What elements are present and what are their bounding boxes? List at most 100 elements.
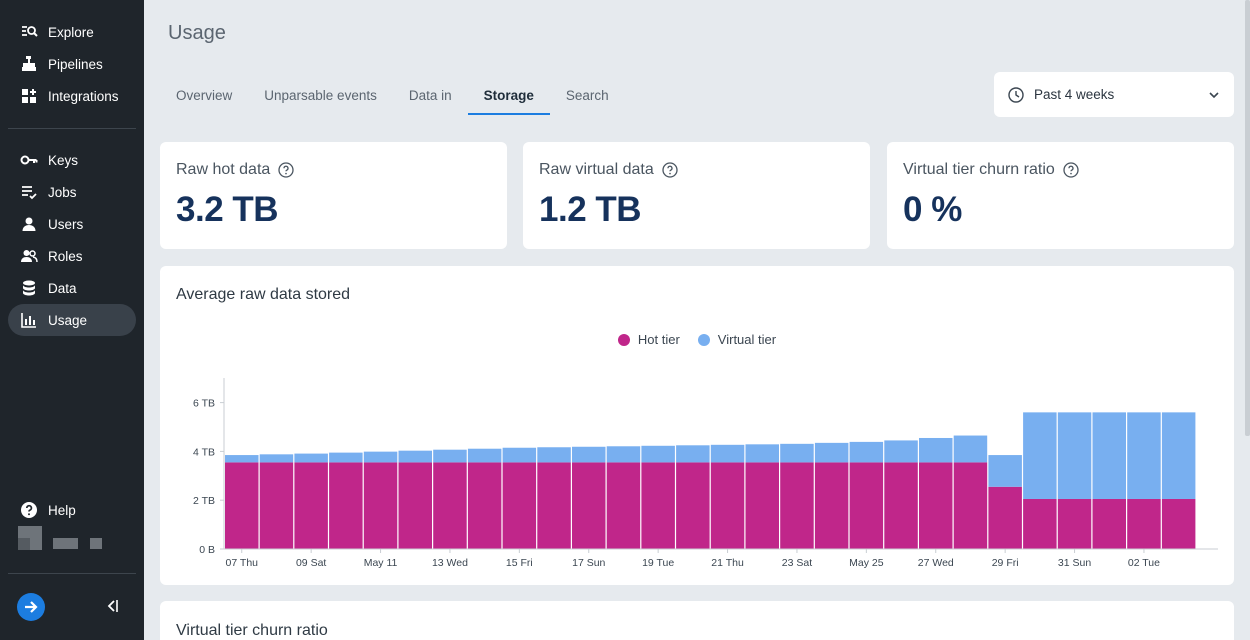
- bar-hot-tier: [398, 462, 432, 549]
- bar-hot-tier: [988, 486, 1022, 549]
- bar-virtual-tier: [641, 445, 675, 463]
- collapse-icon: [107, 600, 118, 612]
- nav-roles[interactable]: Roles: [8, 240, 136, 272]
- sidebar: Explore Pipelines Integrations Keys Jobs…: [0, 0, 144, 640]
- nav-label: Roles: [48, 248, 83, 264]
- nav-label: Integrations: [48, 88, 119, 104]
- bar-virtual-tier: [537, 447, 571, 463]
- bar-chart-icon: [20, 311, 38, 329]
- nav-help[interactable]: Help: [8, 494, 136, 526]
- sidebar-divider: [8, 573, 136, 574]
- chart-title: Average raw data stored: [176, 286, 351, 303]
- bar-virtual-tier: [259, 454, 294, 463]
- nav-usage[interactable]: Usage: [8, 304, 136, 336]
- roles-icon: [20, 247, 38, 265]
- stat-value: 1.2 TB: [539, 190, 642, 229]
- pipelines-icon: [20, 55, 38, 73]
- bar-virtual-tier: [676, 445, 710, 463]
- x-tick-label: 13 Wed: [432, 557, 468, 569]
- bar-hot-tier: [780, 462, 814, 549]
- bar-hot-tier: [363, 462, 398, 549]
- legend-virtual-tier[interactable]: Virtual tier: [697, 332, 776, 347]
- x-tick-label: 15 Fri: [506, 557, 533, 569]
- bar-virtual-tier: [1092, 412, 1126, 499]
- sidebar-divider: [8, 128, 136, 129]
- bar-virtual-tier: [745, 444, 779, 463]
- bar-hot-tier: [676, 462, 710, 549]
- tab-overview[interactable]: Overview: [176, 88, 233, 103]
- nav-label: Keys: [48, 152, 79, 168]
- nav-integrations[interactable]: Integrations: [8, 80, 136, 112]
- legend-label: Hot tier: [637, 332, 680, 347]
- bar-hot-tier: [294, 462, 328, 549]
- nav-label: Jobs: [48, 184, 77, 200]
- stat-value: 0 %: [903, 190, 962, 229]
- tab-data-in[interactable]: Data in: [408, 88, 452, 103]
- y-tick-label: 0 B: [199, 544, 215, 556]
- bar-virtual-tier: [294, 453, 328, 463]
- chart-card: Average raw data stored Hot tier Virtual…: [160, 266, 1234, 585]
- bar-hot-tier: [1057, 498, 1092, 549]
- collapse-sidebar-button[interactable]: [106, 598, 120, 614]
- bar-hot-tier: [572, 462, 606, 549]
- y-tick-label: 6 TB: [193, 398, 215, 410]
- forward-button[interactable]: [17, 593, 45, 621]
- bar-virtual-tier: [884, 440, 918, 463]
- bar-hot-tier: [606, 462, 641, 549]
- stat-title: Raw virtual data: [539, 161, 654, 178]
- database-icon: [20, 279, 38, 297]
- bar-hot-tier: [953, 462, 988, 549]
- bar-hot-tier: [433, 462, 467, 549]
- tab-storage[interactable]: Storage: [467, 78, 550, 115]
- bar-virtual-tier: [814, 442, 849, 463]
- bar-hot-tier: [641, 462, 675, 549]
- nav-users[interactable]: Users: [8, 208, 136, 240]
- bar-hot-tier: [1023, 498, 1057, 549]
- bar-hot-tier: [225, 462, 259, 549]
- bar-hot-tier: [919, 462, 953, 549]
- x-tick-label: 02 Tue: [1128, 557, 1160, 569]
- jobs-icon: [20, 183, 38, 201]
- nav-keys[interactable]: Keys: [8, 144, 136, 176]
- nav-label: Pipelines: [48, 56, 103, 72]
- section-title: Virtual tier churn ratio: [176, 622, 328, 639]
- stat-card-raw-hot: Raw hot data 3.2 TB: [160, 142, 507, 249]
- bar-hot-tier: [745, 462, 779, 549]
- bar-virtual-tier: [363, 451, 398, 463]
- nav-label: Users: [48, 216, 84, 232]
- x-tick-label: 09 Sat: [296, 557, 326, 569]
- nav-jobs[interactable]: Jobs: [8, 176, 136, 208]
- x-tick-label: 07 Thu: [226, 557, 259, 569]
- arrow-right-icon: [25, 601, 38, 613]
- chart-legend: Hot tier Virtual tier: [160, 332, 1234, 347]
- help-circle-icon[interactable]: [662, 162, 678, 178]
- bar-virtual-tier: [988, 455, 1022, 487]
- bar-virtual-tier: [572, 446, 606, 463]
- bar-hot-tier: [537, 462, 571, 549]
- key-icon: [20, 151, 38, 169]
- bar-virtual-tier: [1023, 412, 1057, 499]
- help-circle-icon[interactable]: [1063, 162, 1079, 178]
- nav-label: Data: [48, 280, 77, 296]
- bar-virtual-tier: [1127, 412, 1161, 499]
- nav-label: Usage: [48, 312, 88, 328]
- bar-hot-tier: [502, 462, 537, 549]
- nav-data[interactable]: Data: [8, 272, 136, 304]
- stat-value: 3.2 TB: [176, 190, 279, 229]
- x-tick-label: 29 Fri: [992, 557, 1019, 569]
- time-range-select[interactable]: Past 4 weeks: [994, 72, 1234, 117]
- stat-title: Raw hot data: [176, 161, 271, 178]
- bar-hot-tier: [1161, 498, 1196, 549]
- bar-hot-tier: [814, 462, 849, 549]
- bar-virtual-tier: [398, 450, 432, 463]
- tab-search[interactable]: Search: [565, 88, 609, 103]
- scrollbar-thumb[interactable]: [1245, 0, 1250, 436]
- nav-label: Help: [48, 502, 76, 518]
- nav-pipelines[interactable]: Pipelines: [8, 48, 136, 80]
- nav-explore[interactable]: Explore: [8, 16, 136, 48]
- explore-icon: [20, 23, 38, 41]
- legend-hot-tier[interactable]: Hot tier: [617, 332, 680, 347]
- help-circle-icon[interactable]: [278, 162, 294, 178]
- tab-unparsable-events[interactable]: Unparsable events: [264, 88, 377, 103]
- tab-bar: Overview Unparsable events Data in Stora…: [160, 78, 625, 115]
